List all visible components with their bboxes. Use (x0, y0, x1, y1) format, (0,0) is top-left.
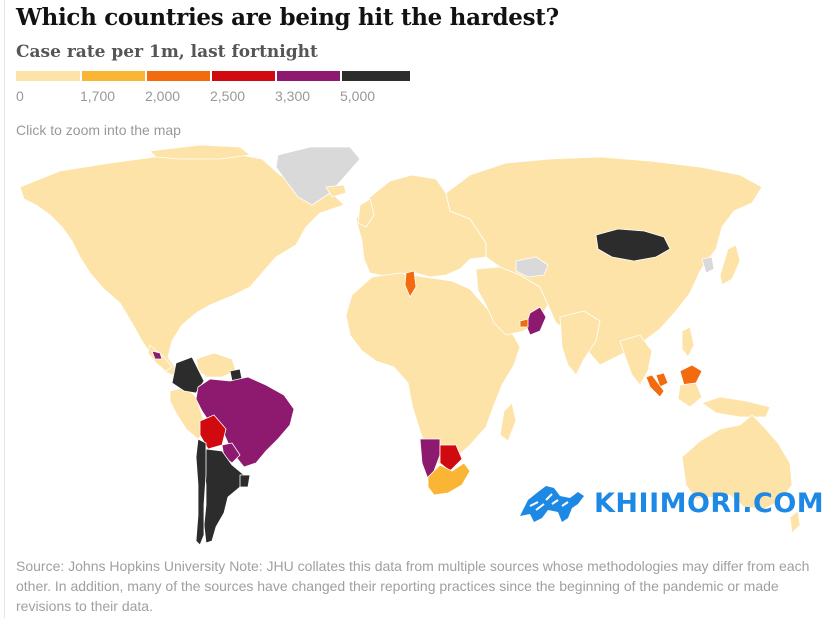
region-iceland[interactable] (325, 184, 347, 198)
region-africa[interactable] (345, 272, 521, 466)
map-title: Which countries are being hit the hardes… (16, 4, 559, 31)
region-japan[interactable] (719, 244, 741, 286)
map-subtitle: Case rate per 1m, last fortnight (16, 42, 318, 62)
legend-swatch-1 (82, 71, 145, 81)
watermark: KHIIMORI.COM (516, 478, 824, 528)
region-india[interactable] (559, 310, 601, 376)
region-borneo[interactable] (677, 382, 703, 408)
region-indochina[interactable] (619, 334, 653, 386)
region-mongolia[interactable] (595, 228, 671, 262)
region-costa-rica[interactable] (151, 350, 163, 360)
region-canada-islands[interactable] (149, 145, 251, 160)
legend-tick-1: 1,700 (80, 88, 116, 104)
legend-tick-4: 3,300 (275, 88, 311, 104)
zebra-logo-icon (520, 486, 584, 522)
zoom-hint: Click to zoom into the map (16, 122, 181, 138)
watermark-text: KHIIMORI.COM (594, 488, 825, 519)
left-border (4, 0, 5, 618)
region-australia[interactable] (681, 414, 793, 510)
world-choropleth-map[interactable] (0, 145, 825, 553)
map-land (19, 145, 801, 546)
region-europe[interactable] (355, 174, 487, 282)
region-malaysia-peninsula[interactable] (655, 372, 669, 388)
legend-swatch-4 (277, 71, 340, 81)
legend-tick-3: 2,500 (210, 88, 246, 104)
region-uae[interactable] (519, 318, 529, 328)
region-philippines[interactable] (681, 326, 695, 358)
region-south-africa[interactable] (427, 462, 471, 496)
legend-swatch-0 (16, 71, 80, 81)
region-argentina[interactable] (203, 448, 245, 544)
region-uruguay[interactable] (239, 474, 251, 488)
region-sumatra[interactable] (645, 374, 665, 398)
region-turkmenistan[interactable] (515, 256, 549, 278)
region-madagascar[interactable] (499, 402, 517, 442)
region-uk[interactable] (357, 198, 375, 228)
legend-tick-5: 5,000 (340, 88, 376, 104)
color-legend: 0 1,700 2,000 2,500 3,300 5,000 (16, 71, 410, 105)
legend-swatch-5 (342, 71, 410, 81)
source-note: Source: Johns Hopkins University Note: J… (16, 558, 810, 614)
legend-tick-0: 0 (16, 88, 24, 104)
region-botswana[interactable] (439, 444, 463, 472)
region-north-korea[interactable] (701, 256, 715, 274)
region-indonesia-east[interactable] (701, 396, 771, 418)
region-venezuela[interactable] (195, 352, 237, 378)
region-asia[interactable] (445, 156, 763, 366)
region-tunisia[interactable] (404, 270, 417, 298)
region-chile[interactable] (195, 438, 207, 546)
legend-swatch-3 (212, 71, 275, 81)
region-new-zealand[interactable] (789, 510, 801, 534)
legend-tick-2: 2,000 (145, 88, 181, 104)
region-malaysia[interactable] (679, 364, 703, 386)
legend-swatch-2 (147, 71, 210, 81)
